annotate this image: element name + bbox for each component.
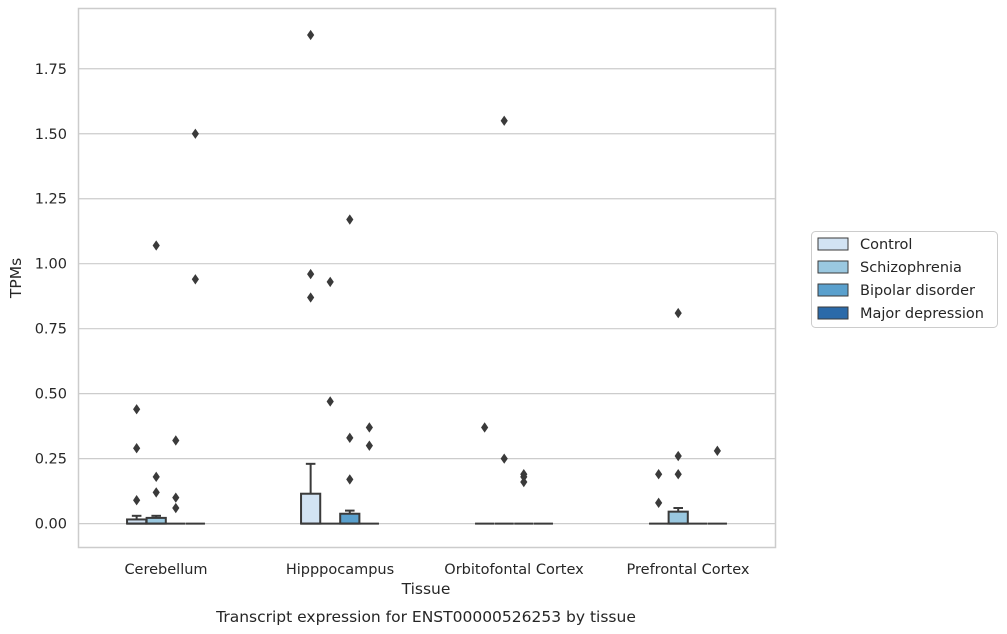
outlier-point xyxy=(152,471,160,483)
outlier-point xyxy=(674,450,682,462)
outlier-point xyxy=(152,487,160,498)
outlier-point xyxy=(172,492,180,503)
outlier-point xyxy=(346,474,354,485)
plot-frame xyxy=(77,7,777,549)
box-1-1 xyxy=(320,276,340,525)
box-0-1 xyxy=(300,29,322,525)
legend-label: Bipolar disorder xyxy=(860,283,975,299)
box-0-3 xyxy=(649,469,669,525)
y-tick-label: 1.25 xyxy=(35,192,67,208)
box-body xyxy=(667,510,689,525)
box-2-2 xyxy=(514,469,534,525)
box-0-2 xyxy=(475,422,495,525)
outlier-point xyxy=(326,276,334,288)
outlier-point xyxy=(500,115,508,126)
box-2-0 xyxy=(166,435,186,525)
outlier-point xyxy=(307,29,315,41)
legend-swatch xyxy=(817,260,849,274)
box-1-3 xyxy=(667,307,689,525)
legend-swatch xyxy=(817,237,849,251)
outlier-point xyxy=(674,307,682,319)
outlier-point xyxy=(133,495,141,506)
legend-label: Schizophrenia xyxy=(860,260,962,276)
outlier-point xyxy=(365,422,373,433)
outlier-point xyxy=(172,502,180,514)
outlier-point xyxy=(326,396,334,407)
x-tick-label: Hipppocampus xyxy=(286,562,394,578)
box-groups xyxy=(126,29,727,525)
y-tick-label: 0.50 xyxy=(35,387,67,403)
outlier-point xyxy=(481,422,489,433)
y-tick-label: 0.75 xyxy=(35,322,67,338)
outlier-point xyxy=(346,214,354,225)
chart-caption: Transcript expression for ENST0000052625… xyxy=(215,608,636,626)
y-tick-labels: 0.00 0.25 0.50 0.75 1.00 1.25 1.50 1.75 xyxy=(35,62,67,533)
x-tick-label: Orbitofontal Cortex xyxy=(444,562,584,578)
outlier-point xyxy=(655,469,663,480)
box-1-0 xyxy=(145,240,167,525)
outlier-point xyxy=(365,440,373,451)
outlier-point xyxy=(133,443,141,454)
outlier-point xyxy=(191,128,199,139)
box-body xyxy=(300,492,322,525)
outlier-point xyxy=(133,404,141,415)
outlier-point xyxy=(500,453,508,464)
y-tick-label: 0.00 xyxy=(35,517,67,533)
x-tick-labels: Cerebellum Hipppocampus Orbitofontal Corte… xyxy=(124,562,749,578)
legend-swatch xyxy=(817,283,849,297)
box-3-0 xyxy=(185,128,205,525)
box-3-1 xyxy=(359,422,379,525)
box-1-2 xyxy=(494,115,514,525)
box-body xyxy=(339,512,361,525)
outlier-point xyxy=(191,274,199,285)
outlier-point xyxy=(713,445,721,457)
outlier-point xyxy=(346,432,354,444)
legend-frame xyxy=(811,231,998,328)
outlier-point xyxy=(520,469,528,480)
box-2-1 xyxy=(339,214,361,525)
legend-label: Control xyxy=(860,237,912,253)
legend-swatch xyxy=(817,306,849,320)
outlier-point xyxy=(520,476,528,488)
outlier-point xyxy=(172,435,180,446)
y-tick-label: 1.50 xyxy=(35,127,67,143)
outlier-point xyxy=(307,292,315,303)
box-3-3 xyxy=(707,445,727,525)
outlier-point xyxy=(152,240,160,251)
outlier-point xyxy=(655,497,663,508)
legend-label: Major depression xyxy=(860,306,984,322)
x-axis-label: Tissue xyxy=(401,580,451,598)
y-axis-label: TPMs xyxy=(7,258,25,299)
legend: Control Schizophrenia Bipolar disorder Majo… xyxy=(811,231,998,328)
x-tick-label: Cerebellum xyxy=(124,562,207,578)
y-tick-label: 0.25 xyxy=(35,452,67,468)
box-0-0 xyxy=(126,404,148,525)
x-tick-label: Prefrontal Cortex xyxy=(627,562,750,578)
y-tick-label: 1.00 xyxy=(35,257,67,273)
y-tick-label: 1.75 xyxy=(35,62,67,78)
outlier-point xyxy=(307,268,315,280)
outlier-point xyxy=(674,469,682,480)
